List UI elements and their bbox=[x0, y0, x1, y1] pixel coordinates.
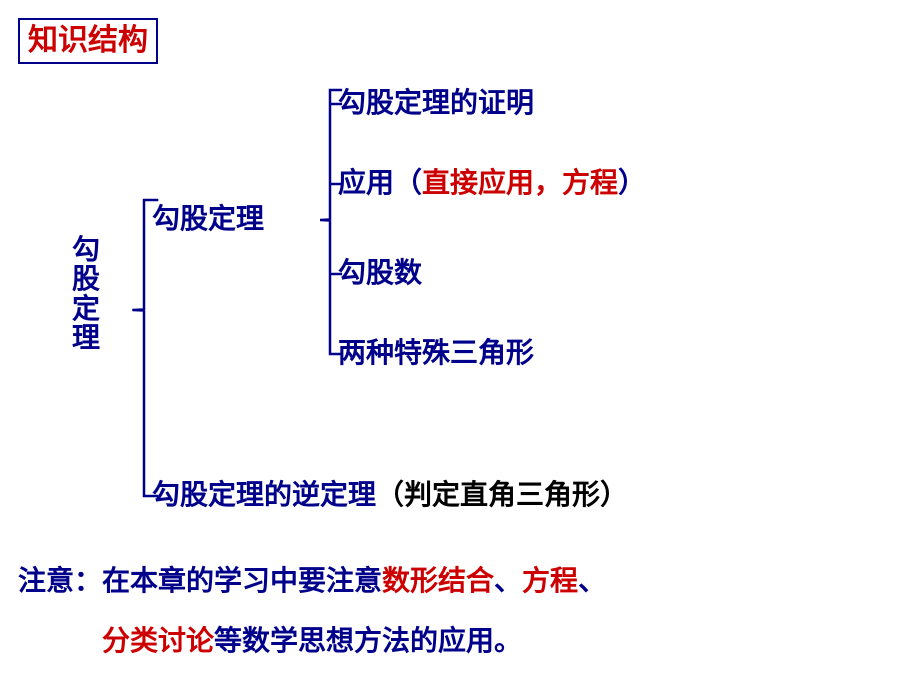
note-line-1: 分类讨论等数学思想方法的应用。 bbox=[102, 628, 522, 656]
diagram-stage: 知识结构勾股定理勾股定理勾股定理的逆定理（判定直角三角形）勾股定理的证明应用（直… bbox=[0, 0, 920, 690]
note-line-0: 注意：在本章的学习中要注意数形结合、方程、 bbox=[18, 568, 606, 596]
